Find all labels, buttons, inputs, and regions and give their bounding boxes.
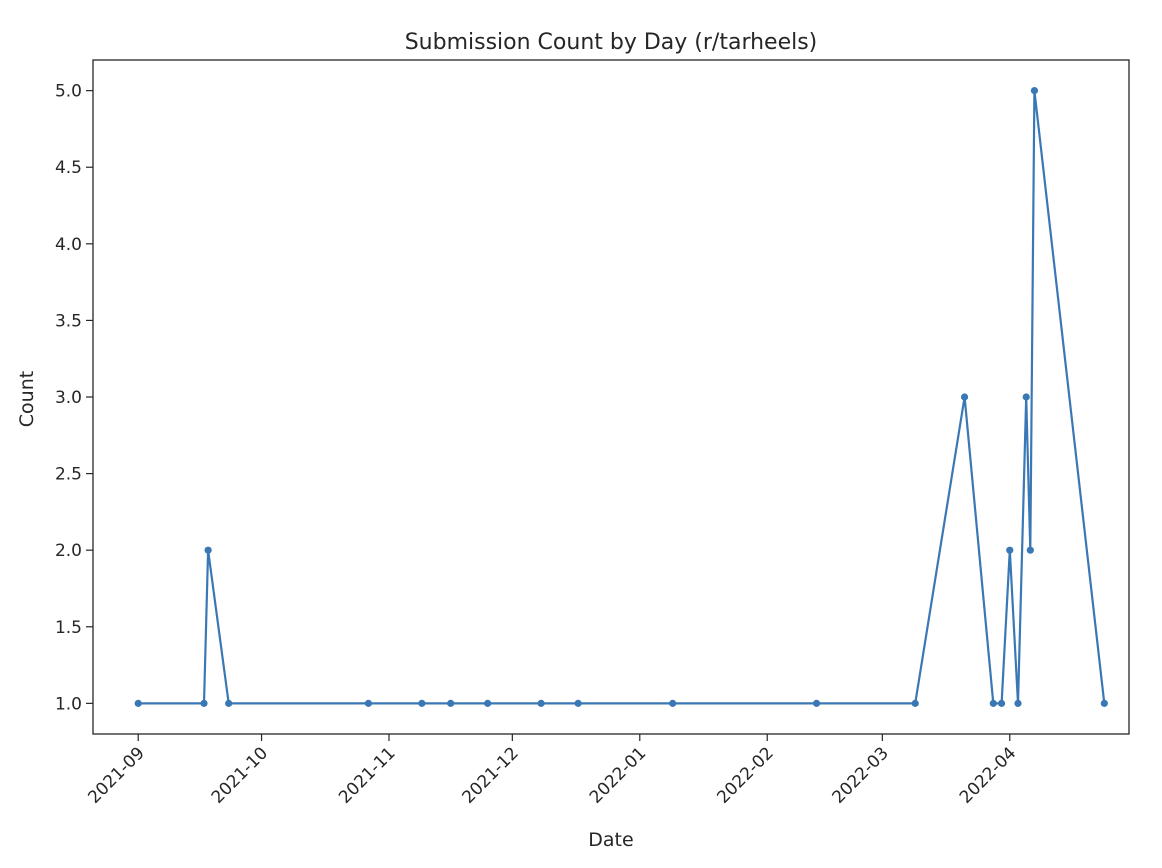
data-point <box>1030 87 1039 95</box>
data-point <box>997 699 1006 707</box>
data-point <box>574 699 582 707</box>
x-tick-label: 2021-10 <box>208 743 272 807</box>
data-point <box>225 699 233 707</box>
x-tick-label: 2021-09 <box>84 743 148 807</box>
y-tick-label: 4.0 <box>55 235 82 255</box>
y-tick-label: 2.0 <box>55 541 82 561</box>
y-axis-label: Count <box>16 371 38 427</box>
axes: 1.0 1.5 2.0 2.5 3.0 3.5 4.0 4.5 5.0 2021-09 2021-1… <box>55 82 1020 808</box>
plot-frame <box>92 59 1130 735</box>
data-point <box>989 699 997 707</box>
x-tick-label: 2022-01 <box>586 743 650 807</box>
series-layer <box>134 87 1108 707</box>
data-point <box>418 699 426 707</box>
data-point <box>960 393 969 401</box>
series-line <box>138 89 1106 705</box>
x-tick-label: 2021-12 <box>459 743 523 807</box>
data-point <box>669 699 677 707</box>
y-tick-label: 3.0 <box>55 388 82 408</box>
data-point <box>911 699 919 707</box>
data-point <box>1014 699 1022 707</box>
x-tick-label: 2022-03 <box>829 743 893 807</box>
y-tick-label: 5.0 <box>55 82 82 102</box>
data-point <box>537 699 545 707</box>
x-axis-label: Date <box>588 829 633 851</box>
data-point <box>1026 546 1034 554</box>
data-point <box>364 699 373 707</box>
data-point <box>1022 393 1030 401</box>
data-point <box>1006 546 1014 554</box>
data-point <box>200 699 208 707</box>
data-point <box>1100 699 1108 707</box>
x-tick-label: 2022-04 <box>956 743 1020 807</box>
y-tick-label: 2.5 <box>55 465 82 485</box>
data-point <box>484 699 492 707</box>
y-tick-label: 4.5 <box>55 158 82 178</box>
y-tick-label: 3.5 <box>55 311 82 331</box>
data-point <box>204 546 212 554</box>
data-point <box>447 699 455 707</box>
chart-title: Submission Count by Day (r/tarheels) <box>405 30 818 55</box>
data-point <box>134 699 142 707</box>
data-point <box>812 699 821 707</box>
x-tick-label: 2021-11 <box>335 743 399 807</box>
x-tick-label: 2022-02 <box>713 743 777 807</box>
y-tick-label: 1.0 <box>55 694 82 714</box>
y-tick-label: 1.5 <box>55 618 82 638</box>
